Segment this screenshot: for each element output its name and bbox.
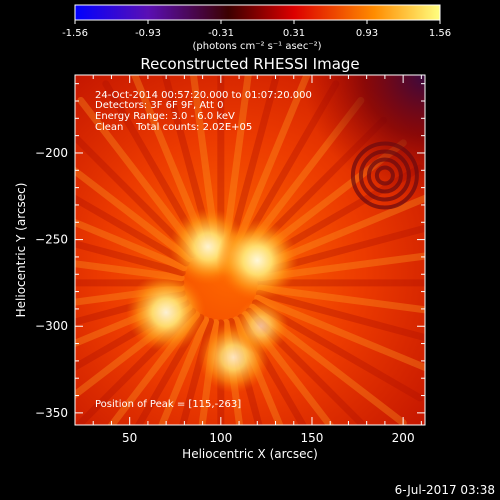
info-line-time: 24-Oct-2014 00:57:20.000 to 01:07:20.000 (95, 90, 312, 101)
info-block: 24-Oct-2014 00:57:20.000 to 01:07:20.000… (95, 90, 312, 133)
colorbar-tick-label: 0.93 (356, 28, 378, 39)
x-tick-label: 150 (301, 431, 324, 445)
footer-date: 6-Jul-2017 03:38 (394, 483, 495, 497)
plot-frame (74, 74, 426, 426)
emission-source (216, 219, 299, 302)
y-axis-label: Heliocentric Y (arcsec) (14, 183, 28, 318)
info-line-energy: Energy Range: 3.0 - 6.0 keV (95, 111, 235, 122)
chart-title: Reconstructed RHESSI Image (140, 55, 359, 73)
x-tick-label: 100 (209, 431, 232, 445)
x-tick-label: 50 (122, 431, 137, 445)
info-line-clean: Clean Total counts: 2.02E+05 (95, 122, 252, 133)
emission-source (126, 272, 206, 353)
info-line-detectors: Detectors: 3F 6F 9F, Att 0 (95, 100, 223, 111)
y-axis: −200 −250 −300 −350 (35, 83, 425, 420)
x-tick-label: 200 (392, 431, 415, 445)
colorbar-unit-label: (photons cm⁻² s⁻¹ asec⁻²) (192, 41, 321, 52)
image-area (75, 75, 425, 425)
colorbar (74, 4, 441, 21)
colorbar-tick-label: -0.31 (208, 28, 234, 39)
y-tick-label: −350 (35, 406, 68, 420)
colorbar-tick-label: -0.93 (135, 28, 161, 39)
y-tick-label: −250 (35, 233, 68, 247)
colorbar-ticks: -1.56 -0.93 -0.31 0.31 0.93 1.56 (62, 20, 451, 39)
emission-source (233, 298, 289, 354)
x-axis-label: Heliocentric X (arcsec) (182, 447, 318, 461)
y-tick-label: −300 (35, 319, 68, 333)
x-axis: 50 100 150 200 (92, 75, 422, 445)
y-tick-label: −200 (35, 146, 68, 160)
colorbar-tick-label: 1.56 (429, 28, 451, 39)
colorbar-tick-label: -1.56 (62, 28, 88, 39)
colorbar-tick-label: 0.31 (283, 28, 305, 39)
peak-position-label: Position of Peak = [115,-263] (95, 399, 241, 410)
